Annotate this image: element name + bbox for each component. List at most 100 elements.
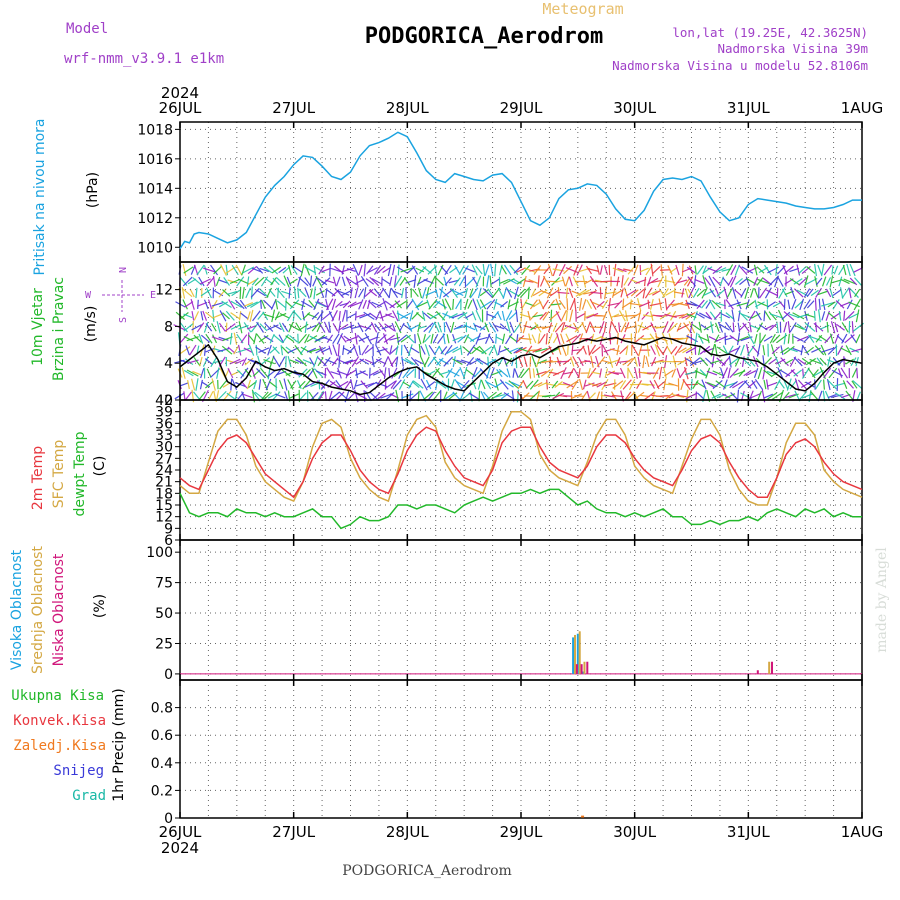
wind-arrow [582,345,587,355]
wind-arrow [444,264,452,276]
wind-arrow [239,286,242,300]
wind-arrow [278,322,285,333]
wind-arrow [431,367,440,379]
cloud-bar-low [586,661,589,674]
wind-arrow [587,345,591,356]
wind-arrow [670,345,678,355]
wind-arrow [529,379,539,390]
wind-arrow [507,299,511,310]
wind-arrow [807,334,815,343]
wind-arrow [715,302,726,307]
wind-arrow [763,379,767,390]
wind-arrow [610,313,620,319]
wind-arrow [831,265,834,275]
wind-arrow [572,356,580,368]
wind-arrow [805,358,817,366]
wind-arrow [625,345,629,356]
wind-arrow [552,322,558,332]
wind-arrow [685,357,697,366]
wind-arrow [326,367,335,379]
wind-arrow [695,312,705,319]
wind-arrow [392,290,403,296]
wind-arrow [241,357,248,367]
wind-arrow [248,334,256,343]
wind-arrow [507,289,519,297]
wind-arrow [566,298,569,311]
wind-arrow [840,347,851,354]
wind-arrow [799,298,805,311]
wind-arrow [355,313,366,318]
wind-arrow [554,321,565,333]
wind-arrow [588,392,596,400]
wind-arrow [585,265,593,275]
wind-arrow [461,379,470,390]
wind-arrow [751,312,761,319]
wind-arrow [753,368,759,379]
wind-arrow [699,357,709,367]
wind-arrow [846,299,853,310]
wind-arrow [448,279,459,284]
wind-arrow [703,347,715,353]
wind-arrow [849,277,858,286]
wind-arrow [342,359,354,364]
wind-arrow [493,344,499,356]
wind-arrow [182,288,193,298]
wind-arrow [284,391,289,401]
wind-arrow [495,333,497,344]
wind-arrow [712,370,723,376]
wind-arrow [406,300,414,309]
wind-arrow [415,267,425,273]
wind-arrow [274,311,280,321]
wind-arrow [250,300,261,309]
wind-arrow [294,359,304,365]
wind-arrow [246,276,250,287]
wind-arrow [213,265,223,275]
wind-arrow [682,347,692,354]
wind-arrow [727,276,734,287]
cloud-bar-low [771,661,774,674]
wind-arrow [757,367,763,380]
wind-arrow [376,265,386,275]
wind-arrow [523,356,528,367]
wind-arrow [385,380,397,389]
wind-arrow [497,287,505,299]
wind-arrow [481,346,493,355]
wind-arrow [192,370,202,376]
wind-arrow [743,380,752,389]
wind-arrow [251,277,259,286]
wind-arrow [712,276,722,287]
wind-arrow [668,382,679,387]
wind-arrow [633,264,639,276]
wind-arrow [516,278,526,285]
wind-arrow [486,391,497,401]
wind-axis-title-line1: 10m Vjetar [30,288,46,366]
wind-arrow [837,368,843,378]
wind-arrow [621,275,624,288]
wind-arrow [711,300,722,309]
wind-arrow [821,311,826,321]
day-label-bottom: 26JUL [159,823,202,841]
wind-arrow [518,368,525,378]
wind-arrow [389,345,393,356]
wind-arrow [751,380,758,390]
wind-arrow [217,347,230,353]
wind-arrow [492,322,499,332]
wind-arrow [769,333,776,344]
wind-arrow [397,310,400,322]
wind-arrow [775,264,778,276]
wind-arrow [569,309,574,323]
wind-arrow [524,280,534,283]
wind-arrow [341,276,346,287]
wind-arrow [396,300,407,308]
wind-arrow [656,344,665,356]
wind-arrow [728,355,732,368]
wind-arrow [833,265,839,275]
wind-arrow [665,289,675,296]
wind-arrow [260,299,262,309]
precip-legend-hail: Grad [72,788,106,804]
dewpt-line [179,488,862,530]
wind-arrow [272,277,280,286]
wind-arrow [502,286,508,299]
wind-arrow [427,312,437,320]
wind-arrow [538,289,548,297]
